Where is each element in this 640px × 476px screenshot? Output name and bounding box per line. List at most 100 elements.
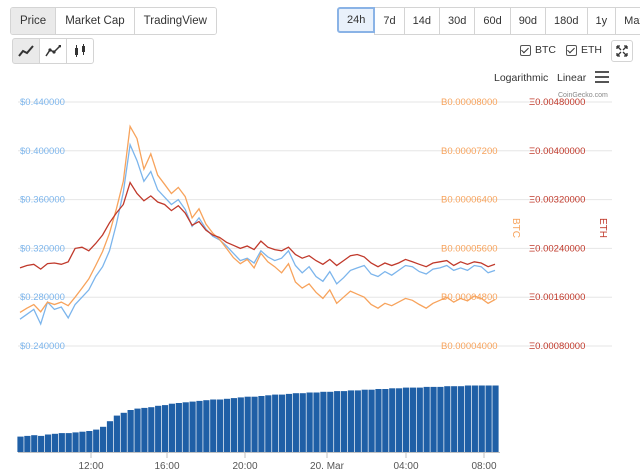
eth-tick-label: Ξ0.00080000 [529, 341, 585, 352]
eth-axis-title: ETH [597, 218, 608, 238]
chart-credit: CoinGecko.com [558, 92, 608, 99]
btc-tick-label: B0.00007200 [441, 146, 498, 157]
volume-bar [278, 394, 286, 452]
volume-bar [272, 394, 279, 452]
volume-bar [265, 395, 272, 452]
eth-tick-label: Ξ0.00320000 [529, 195, 585, 206]
volume-bar [155, 405, 162, 452]
volume-bar [72, 432, 79, 452]
x-tick-label: 12:00 [78, 461, 103, 472]
range-14d[interactable]: 14d [403, 7, 440, 35]
volume-bar [127, 410, 134, 452]
candlestick-button[interactable] [66, 38, 94, 64]
volume-bar [402, 387, 410, 452]
volume-bar [334, 391, 341, 452]
btc-tick-label: B0.00004000 [441, 341, 498, 352]
volume-bar [451, 386, 458, 452]
volume-bar [368, 389, 375, 452]
volume-bar [471, 385, 478, 452]
usd-tick-label: $0.280000 [20, 292, 65, 303]
volume-bar [478, 385, 485, 452]
volume-bar [86, 431, 93, 452]
btc-axis-title: BTC [510, 218, 521, 238]
linear-scale-button[interactable]: Linear [557, 72, 587, 84]
volume-bar [182, 402, 189, 452]
range-24h[interactable]: 24h [337, 7, 376, 33]
volume-bar [31, 435, 38, 452]
hamburger-icon [595, 71, 609, 73]
volume-bar [24, 435, 31, 452]
x-tick-label: 08:00 [471, 461, 496, 472]
usd-tick-label: $0.240000 [20, 341, 65, 352]
volume-bar [223, 398, 231, 452]
eth-tick-label: Ξ0.00240000 [529, 243, 585, 254]
volume-bar [457, 386, 465, 452]
eth-tick-label: Ξ0.00480000 [529, 97, 585, 108]
eth-tick-label: Ξ0.00400000 [529, 146, 585, 157]
tab-tradingview[interactable]: TradingView [133, 8, 216, 34]
line-chart-button[interactable] [12, 38, 40, 64]
chart-menu-button[interactable] [595, 71, 609, 86]
volume-bar [51, 433, 59, 452]
range-1y[interactable]: 1y [586, 7, 617, 35]
volume-bar [354, 390, 361, 452]
eth-legend-label: ETH [581, 44, 602, 56]
volume-bar [134, 408, 141, 452]
volume-bar [492, 385, 499, 452]
volume-bar [361, 389, 368, 452]
volume-bar [161, 405, 169, 452]
btc-tick-label: B0.00006400 [441, 195, 498, 206]
volume-bar [320, 391, 327, 452]
btc-tick-label: B0.00005600 [441, 243, 498, 254]
volume-bar [203, 400, 210, 452]
eth-checkbox[interactable] [566, 44, 577, 56]
volume-bar [251, 396, 258, 452]
volume-bar [409, 387, 416, 452]
usd-tick-label: $0.360000 [20, 195, 65, 206]
volume-bar [327, 391, 334, 452]
volume-bar [44, 434, 52, 452]
volume-bar [382, 389, 389, 452]
range-max[interactable]: Max [615, 7, 640, 35]
usd-tick-label: $0.440000 [20, 97, 65, 108]
series-legend: BTC ETH [520, 44, 612, 56]
volume-bar [437, 386, 444, 452]
volume-bar [210, 399, 217, 452]
volume-bar [189, 401, 196, 452]
volume-bar [313, 392, 320, 452]
range-180d[interactable]: 180d [545, 7, 588, 35]
eth-price-line [19, 180, 496, 270]
volume-bar [485, 385, 492, 452]
volume-bar [396, 388, 403, 452]
volume-bar [464, 385, 472, 452]
chart-type-selector [12, 38, 94, 64]
volume-bar [347, 390, 355, 452]
view-tabs: Price Market Cap TradingView [10, 7, 217, 35]
btc-checkbox[interactable] [520, 44, 531, 56]
logarithmic-scale-button[interactable]: Logarithmic [494, 72, 549, 84]
volume-bar [58, 433, 65, 452]
btc-tick-label: B0.00008000 [441, 97, 498, 108]
volume-bar [258, 396, 265, 452]
volume-bar [444, 386, 451, 452]
volume-bar [168, 403, 176, 452]
tab-market-cap[interactable]: Market Cap [55, 8, 134, 34]
volume-bar [299, 393, 306, 452]
usd-tick-label: $0.400000 [20, 146, 65, 157]
volume-bar [65, 433, 72, 452]
volume-bar [340, 391, 348, 452]
volume-bar [120, 412, 127, 452]
volume-bar [423, 386, 430, 452]
btc-price-line [19, 124, 496, 313]
volume-bar [230, 398, 238, 452]
volume-bar [416, 387, 423, 452]
volume-bar [244, 396, 251, 452]
btc-tick-label: B0.00004800 [441, 292, 498, 303]
fullscreen-button[interactable] [611, 40, 633, 62]
eth-tick-label: Ξ0.00160000 [529, 292, 585, 303]
tab-price[interactable]: Price [11, 8, 56, 34]
range-30d[interactable]: 30d [438, 7, 476, 35]
range-60d[interactable]: 60d [474, 7, 511, 35]
x-tick-label: 04:00 [393, 461, 418, 472]
